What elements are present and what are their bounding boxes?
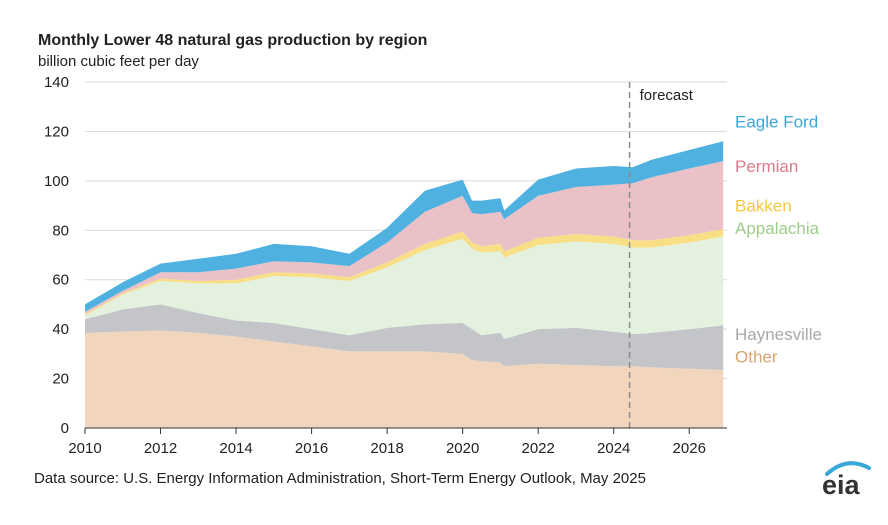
x-tick-label-2010: 2010: [68, 440, 101, 457]
area-permian: [85, 161, 724, 315]
legend-appalachia: Appalachia: [735, 219, 820, 238]
chart-title: Monthly Lower 48 natural gas production …: [38, 32, 428, 49]
x-tick-label-2014: 2014: [219, 440, 252, 457]
axes: 0 20 40 60 80 100 120 140 2010 2012 2014 2016 2018 20…: [44, 74, 727, 457]
data-source-note: Data source: U.S. Energy Information Adm…: [34, 470, 646, 487]
area-other: [85, 330, 724, 428]
area-eagle-ford: [85, 141, 724, 312]
y-tick-label-100: 100: [44, 173, 69, 190]
legend-permian: Permian: [735, 157, 798, 176]
x-tick-label-2024: 2024: [597, 440, 630, 457]
forecast-marker: forecast: [628, 82, 694, 428]
x-tick-label-2022: 2022: [521, 440, 554, 457]
y-tick-label-20: 20: [52, 371, 69, 388]
legend-haynesville: Haynesville: [735, 325, 822, 344]
legend: Eagle Ford Permian Bakken Appalachia Haynesv…: [735, 113, 822, 367]
y-tick-label-80: 80: [52, 222, 69, 239]
y-tick-label-60: 60: [52, 272, 69, 289]
x-tick-label-2012: 2012: [144, 440, 177, 457]
y-tick-label-140: 140: [44, 74, 69, 91]
legend-bakken: Bakken: [735, 197, 792, 216]
legend-eagle-ford: Eagle Ford: [735, 113, 818, 132]
y-tick-label-120: 120: [44, 123, 69, 140]
eia-logo: eia: [822, 461, 871, 498]
legend-other: Other: [735, 347, 778, 366]
area-series: [85, 141, 724, 428]
forecast-label: forecast: [640, 87, 694, 104]
x-tick-label-2026: 2026: [673, 440, 706, 457]
svg-text:eia: eia: [822, 470, 861, 498]
y-tick-label-40: 40: [52, 321, 69, 338]
chart-subtitle: billion cubic feet per day: [38, 53, 199, 70]
x-tick-label-2018: 2018: [370, 440, 403, 457]
y-tick-label-0: 0: [61, 420, 69, 437]
area-haynesville: [85, 304, 724, 370]
area-appalachia: [85, 236, 724, 339]
x-tick-label-2020: 2020: [446, 440, 479, 457]
x-tick-label-2016: 2016: [295, 440, 328, 457]
